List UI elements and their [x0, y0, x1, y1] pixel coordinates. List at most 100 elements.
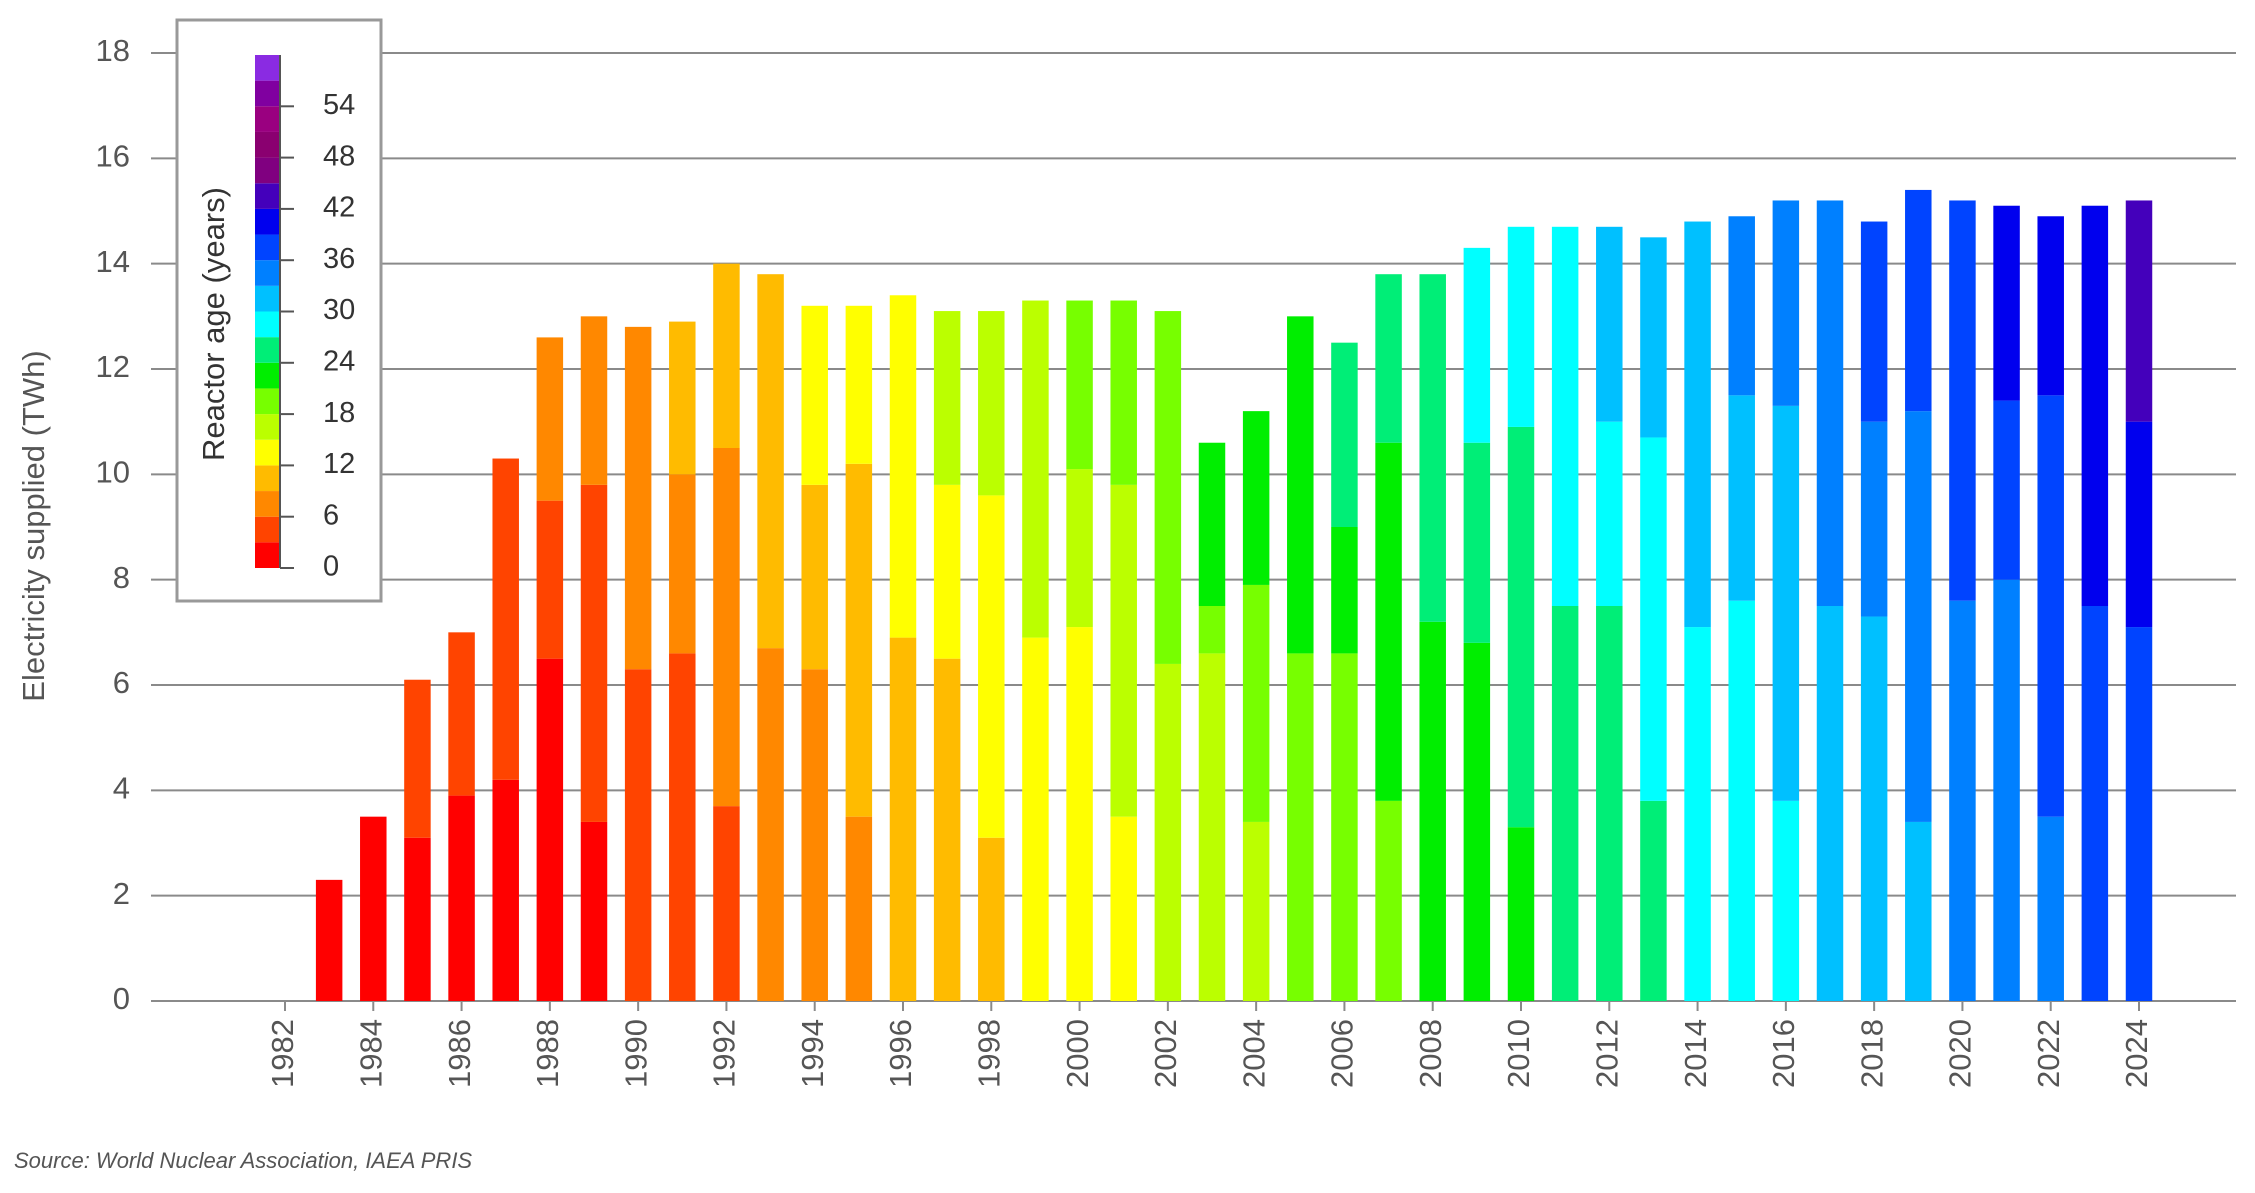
bar-segment	[360, 816, 387, 1001]
bar-segment	[801, 484, 828, 670]
x-tick-label: 2020	[1943, 1019, 1978, 1088]
colorbar-tick-label: 18	[323, 397, 355, 429]
bar-segment	[1949, 600, 1976, 1001]
bar-segment	[1640, 800, 1667, 1001]
bar-segment	[1728, 395, 1755, 601]
bar-segment	[624, 326, 652, 670]
bar-segment	[2081, 606, 2109, 1001]
x-tick-label: 2016	[1766, 1019, 1801, 1088]
bar-segment	[669, 653, 696, 1001]
bar-segment	[2125, 421, 2153, 628]
bar-segment	[1507, 226, 1535, 427]
colorbar-cell	[255, 465, 280, 492]
bar-segment	[1463, 247, 1491, 443]
bar-segment	[448, 632, 475, 796]
bar-segment	[757, 274, 784, 649]
x-tick-label: 2000	[1060, 1019, 1095, 1088]
bar-segment	[669, 321, 696, 475]
colorbar-cell	[255, 260, 280, 286]
x-tick-label: 1990	[618, 1019, 653, 1088]
bar-segment	[801, 669, 828, 1001]
bar-segment	[1463, 442, 1491, 643]
bar-segment	[1463, 642, 1491, 1001]
colorbar-cell	[255, 388, 280, 415]
bar-segment	[536, 337, 564, 501]
bar-segment	[1816, 606, 1844, 1001]
bar-segment	[845, 305, 873, 464]
bar-segment	[2037, 395, 2064, 817]
y-tick-label: 2	[113, 876, 130, 911]
x-tick-label: 2024	[2119, 1019, 2154, 1088]
bar-segment	[1905, 189, 1932, 412]
bar-segment	[1507, 426, 1535, 828]
colorbar-cell	[255, 311, 280, 338]
x-tick-label: 2012	[1589, 1019, 1624, 1088]
colorbar-cell	[255, 55, 280, 81]
bar-segment	[404, 837, 431, 1001]
bar-segment	[1596, 226, 1623, 422]
bar-segment	[1242, 821, 1270, 1001]
colorbar-tick-label: 0	[323, 551, 339, 583]
bar-segment	[1816, 200, 1844, 606]
bar-segment	[933, 658, 961, 1001]
bar-segment	[1772, 200, 1800, 406]
bar-segment	[2081, 205, 2109, 606]
bar-segment	[1551, 606, 1579, 1001]
bar-segment	[1242, 411, 1270, 585]
bar-segment	[713, 806, 740, 1001]
bar-segment	[1684, 221, 1711, 628]
bar-segment	[889, 637, 917, 1001]
x-tick-label: 2006	[1325, 1019, 1360, 1088]
x-tick-label: 1988	[530, 1019, 565, 1088]
bar-segment	[1154, 663, 1182, 1001]
x-tick-label: 2022	[2031, 1019, 2066, 1088]
bar-segment	[1905, 411, 1932, 822]
bar-segment	[492, 458, 519, 780]
bar-segment	[580, 316, 608, 485]
y-tick-label: 16	[96, 139, 130, 174]
bar-segment	[404, 679, 431, 838]
y-tick-label: 18	[96, 33, 130, 68]
y-tick-label: 12	[96, 349, 130, 384]
bar-segment	[536, 658, 564, 1001]
colorbar-tick-label: 24	[323, 345, 355, 377]
bar-segment	[536, 500, 564, 659]
bar-segment	[1551, 226, 1579, 607]
bar-segment	[1375, 274, 1402, 443]
y-tick-label: 8	[113, 560, 130, 595]
bar-segment	[713, 448, 740, 807]
colorbar-tick-label: 36	[323, 243, 355, 275]
bar-segment	[1860, 221, 1888, 422]
bar-segment	[1331, 527, 1358, 654]
colorbar-tick-label: 6	[323, 499, 339, 531]
colorbar-cell	[255, 157, 280, 184]
bar-segment	[1860, 421, 1888, 617]
x-tick-label: 1998	[971, 1019, 1006, 1088]
y-tick-label: 0	[113, 981, 130, 1016]
colorbar-cell	[255, 362, 280, 389]
bar-segment	[1772, 800, 1800, 1001]
bar-segment	[580, 821, 608, 1001]
bar-segment	[1110, 484, 1137, 817]
bar-segment	[1596, 606, 1623, 1001]
bar-segment	[1993, 400, 2020, 580]
colorbar-cell	[255, 414, 280, 440]
bar-segment	[448, 795, 475, 1001]
bar-segment	[1507, 827, 1535, 1001]
x-tick-label: 2014	[1678, 1019, 1713, 1088]
bar-segment	[713, 263, 740, 448]
colorbar-cell	[255, 285, 280, 312]
bar-segment	[1066, 469, 1093, 628]
bar-segment	[1640, 237, 1667, 438]
bar-segment	[978, 495, 1005, 838]
colorbar-cell	[255, 542, 280, 568]
bar-segment	[978, 837, 1005, 1001]
bar-segment	[1640, 437, 1667, 801]
y-axis-title: Electricity supplied (TWh)	[16, 350, 51, 701]
bar-segment	[1728, 600, 1755, 1001]
colorbar-cell	[255, 183, 280, 209]
bar-segment	[1110, 816, 1137, 1001]
colorbar-cell	[255, 491, 280, 517]
bar-segment	[1993, 579, 2020, 1001]
bar-segment	[1198, 442, 1226, 606]
